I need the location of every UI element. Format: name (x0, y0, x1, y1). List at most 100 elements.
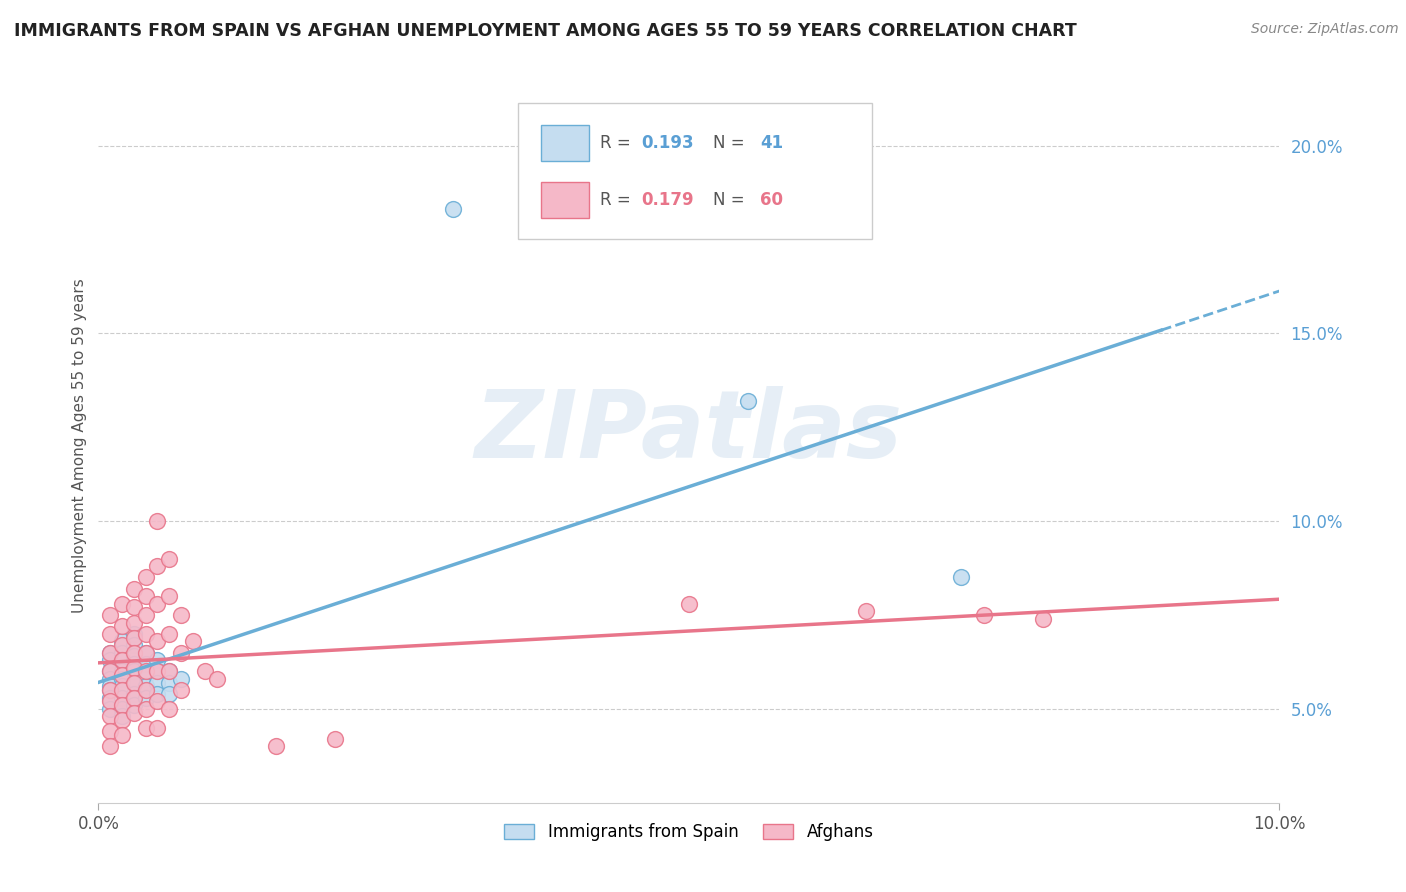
Point (157, 665, 180, 679)
Point (1032, 612, 1054, 626)
Point (323, 731, 346, 746)
Point (98, 665, 121, 679)
Y-axis label: Unemployment Among Ages 55 to 59 years: Unemployment Among Ages 55 to 59 years (72, 278, 87, 614)
Point (111, 702, 134, 716)
Text: R =: R = (600, 134, 637, 152)
Point (135, 721, 157, 735)
Point (98, 679, 121, 693)
Point (98, 683, 121, 698)
Point (157, 665, 180, 679)
Point (122, 627, 145, 641)
Point (122, 687, 145, 701)
Point (98, 724, 121, 739)
Point (111, 597, 134, 611)
Point (157, 687, 180, 701)
Point (170, 646, 193, 660)
Point (135, 607, 157, 622)
Point (122, 675, 145, 690)
Point (111, 634, 134, 648)
Point (181, 634, 204, 648)
Point (170, 672, 193, 686)
Point (122, 631, 145, 645)
Point (122, 600, 145, 615)
Point (122, 582, 145, 596)
Text: N =: N = (713, 134, 749, 152)
Point (111, 683, 134, 698)
Point (111, 679, 134, 693)
FancyBboxPatch shape (541, 182, 589, 218)
Point (98, 683, 121, 698)
Point (122, 615, 145, 630)
Point (157, 627, 180, 641)
Point (122, 706, 145, 720)
Point (146, 559, 169, 574)
Point (146, 694, 169, 708)
Point (678, 597, 700, 611)
Point (973, 607, 995, 622)
Point (98, 646, 121, 660)
Text: 60: 60 (759, 191, 783, 209)
Point (146, 665, 169, 679)
Point (157, 675, 180, 690)
Point (122, 646, 145, 660)
Point (122, 660, 145, 674)
Point (135, 690, 157, 705)
Point (98, 653, 121, 667)
Point (98, 646, 121, 660)
Point (855, 604, 877, 618)
Legend: Immigrants from Spain, Afghans: Immigrants from Spain, Afghans (498, 817, 880, 848)
Point (135, 668, 157, 682)
Point (98, 739, 121, 754)
Point (146, 721, 169, 735)
Point (135, 665, 157, 679)
Text: 0.193: 0.193 (641, 134, 695, 152)
Point (122, 638, 145, 652)
Text: 0.179: 0.179 (641, 191, 695, 209)
Point (146, 653, 169, 667)
Point (111, 619, 134, 633)
Text: R =: R = (600, 191, 637, 209)
Text: N =: N = (713, 191, 749, 209)
Text: IMMIGRANTS FROM SPAIN VS AFGHAN UNEMPLOYMENT AMONG AGES 55 TO 59 YEARS CORRELATI: IMMIGRANTS FROM SPAIN VS AFGHAN UNEMPLOY… (14, 22, 1077, 40)
Point (135, 646, 157, 660)
Point (98, 607, 121, 622)
Point (135, 683, 157, 698)
Point (135, 657, 157, 671)
Point (135, 589, 157, 603)
Point (98, 627, 121, 641)
Point (135, 679, 157, 693)
Point (111, 672, 134, 686)
Point (122, 698, 145, 713)
Point (122, 649, 145, 664)
Point (111, 698, 134, 713)
Point (170, 607, 193, 622)
Point (170, 683, 193, 698)
Point (111, 653, 134, 667)
Point (146, 665, 169, 679)
Point (949, 570, 972, 584)
Point (111, 690, 134, 705)
Point (111, 653, 134, 667)
Point (122, 690, 145, 705)
Point (205, 672, 228, 686)
Point (111, 646, 134, 660)
Point (146, 634, 169, 648)
Point (122, 657, 145, 671)
Point (98, 702, 121, 716)
Point (98, 665, 121, 679)
Text: ZIPatlas: ZIPatlas (475, 385, 903, 478)
Point (146, 514, 169, 528)
Point (146, 597, 169, 611)
Text: 41: 41 (759, 134, 783, 152)
Point (135, 646, 157, 660)
FancyBboxPatch shape (517, 103, 872, 239)
Point (98, 672, 121, 686)
Point (264, 739, 287, 754)
Point (111, 709, 134, 723)
Point (98, 709, 121, 723)
Point (111, 728, 134, 742)
Point (122, 675, 145, 690)
Point (135, 702, 157, 716)
Point (194, 665, 217, 679)
Point (157, 589, 180, 603)
